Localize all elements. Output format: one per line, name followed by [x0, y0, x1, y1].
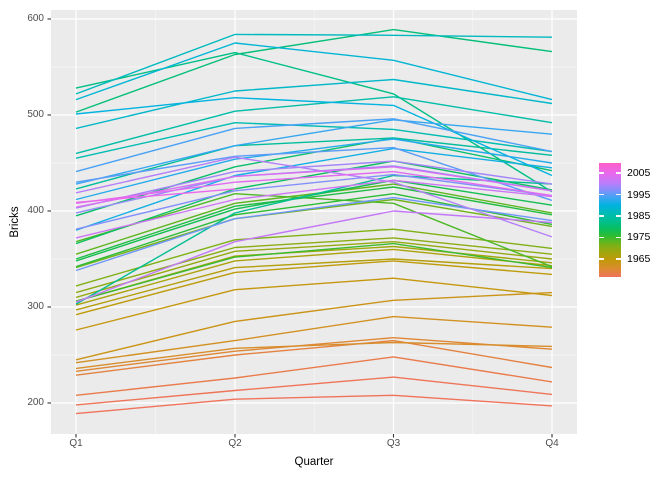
series-line-1969 [75, 240, 553, 299]
series-line-2003 [75, 166, 553, 208]
series-line-1975 [75, 242, 553, 302]
x-axis-title: Quarter [294, 456, 334, 468]
legend-tick-mark [599, 258, 604, 260]
series-line-1972 [75, 198, 553, 269]
series-line-1959 [75, 339, 553, 376]
series-line-1999 [75, 160, 553, 209]
series-line-1993 [75, 119, 553, 185]
legend-tick-mark [616, 258, 621, 260]
series-line-1967 [75, 248, 553, 306]
legend-tick-mark [616, 193, 621, 196]
series-line-1963 [75, 291, 553, 361]
x-axis-tick-label: Q4 [545, 438, 559, 449]
series-line-1997 [75, 173, 553, 230]
series-line-1984 [75, 137, 553, 190]
legend-label: 1995 [627, 188, 651, 201]
series-line-1990 [75, 96, 553, 177]
legend-tick-mark [599, 193, 604, 196]
series-line-1989 [75, 42, 553, 101]
x-axis-tick-label: Q1 [69, 438, 83, 449]
y-axis-tick-label: 500 [27, 109, 44, 120]
legend-label: 1985 [627, 209, 651, 222]
series-line-1962 [75, 315, 553, 364]
series-line-1992 [75, 138, 553, 201]
y-axis-tick-label: 300 [27, 301, 44, 312]
series-line-1957 [75, 376, 553, 406]
series-line-2002 [75, 179, 553, 239]
series-line-1988 [75, 78, 553, 130]
series-line-1981 [75, 28, 553, 113]
series-line-1958 [75, 356, 553, 396]
legend-label: 1975 [627, 231, 651, 244]
y-axis-title: Bricks [9, 206, 21, 238]
series-line-1970 [75, 237, 553, 294]
y-axis-tick-label: 200 [27, 397, 44, 408]
legend-label: 1965 [627, 252, 651, 265]
legend-tick-mark [599, 215, 604, 217]
x-axis-tick-label: Q3 [386, 438, 401, 449]
series-line-1960 [75, 337, 553, 372]
legend-tick-mark [599, 172, 604, 174]
series-line-1971 [75, 228, 553, 287]
series-line-1995 [75, 146, 553, 202]
series-line-1985 [75, 96, 553, 155]
series-line-1983 [75, 174, 553, 305]
legend-colorbar [599, 163, 621, 277]
legend-tick-mark [616, 172, 621, 174]
y-axis-tick-label: 400 [27, 205, 44, 216]
series-line-1982 [75, 51, 553, 193]
series-line-1994 [75, 118, 553, 173]
series-line-1991 [75, 147, 553, 231]
x-axis-tick-label: Q2 [228, 438, 242, 449]
series-line-2001 [75, 210, 553, 303]
series-line-1966 [75, 258, 553, 311]
legend-label: 2005 [627, 166, 651, 179]
series-line-1964 [75, 277, 553, 331]
series-line-2000 [75, 156, 553, 238]
series-line-2004 [75, 170, 553, 204]
legend-tick-mark [616, 236, 621, 239]
series-line-1987 [75, 33, 553, 95]
legend-tick-mark [599, 236, 604, 239]
series-line-1977 [75, 186, 553, 260]
series-line-1956 [75, 394, 553, 415]
series-line-2005 [75, 188, 236, 204]
legend-tick-mark [616, 215, 621, 217]
y-axis-tick-label: 600 [27, 13, 44, 24]
series-line-1961 [75, 341, 553, 370]
series-line-1974 [75, 192, 553, 268]
series-line-1979 [75, 160, 553, 245]
series-line-1965 [75, 260, 553, 316]
